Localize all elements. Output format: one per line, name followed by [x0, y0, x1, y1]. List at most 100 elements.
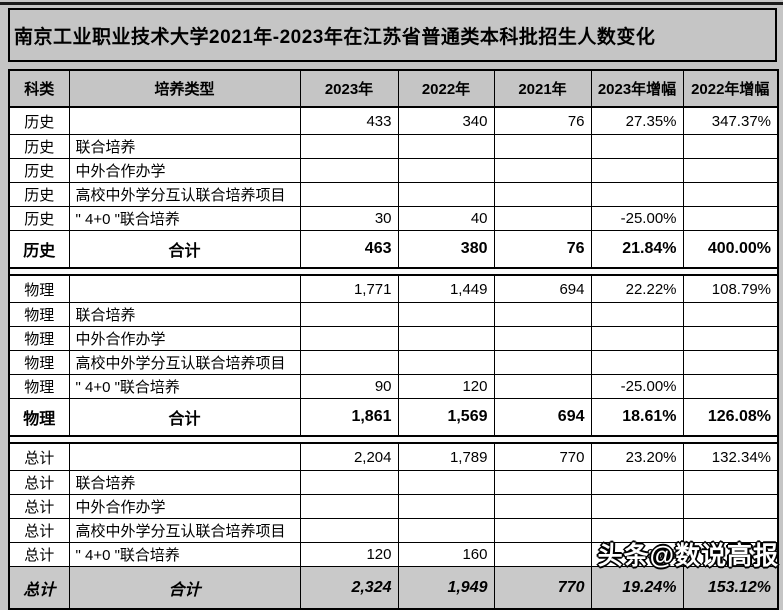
table-cell [68, 106, 301, 135]
table-row: 历史 高校中外学分互认联合培养项目 [8, 182, 779, 207]
table-cell: 2,324 [299, 566, 399, 610]
table-cell: 76 [493, 230, 592, 269]
table-cell [299, 326, 399, 351]
table-cell [397, 326, 495, 351]
table-cell: -25.00% [590, 374, 684, 399]
table-cell: 物理 [8, 302, 70, 327]
table-cell: 132.34% [682, 442, 779, 471]
table-cell: 高校中外学分互认联合培养项目 [68, 350, 301, 375]
table-cell: 23.20% [590, 442, 684, 471]
table-cell: 770 [493, 566, 592, 610]
table-cell: 合计 [68, 230, 301, 269]
separator-cell [8, 435, 779, 444]
table-cell [682, 518, 779, 543]
separator-row [8, 267, 779, 276]
table-cell [397, 494, 495, 519]
header-row: 科类 培养类型 2023年 2022年 2021年 2023年增幅 2022年增幅 [8, 69, 779, 108]
table-row: 物理 1,771 1,449 694 22.22% 108.79% [8, 274, 779, 303]
table-cell [590, 134, 684, 159]
table-cell: 1,449 [397, 274, 495, 303]
table-cell: 联合培养 [68, 302, 301, 327]
table-cell [299, 470, 399, 495]
table-cell [397, 350, 495, 375]
table-cell [299, 518, 399, 543]
table-cell: 1,861 [299, 398, 399, 437]
table-cell: 463 [299, 230, 399, 269]
table-cell: 总计 [8, 566, 70, 610]
table-cell: 总计 [8, 442, 70, 471]
table-cell [682, 350, 779, 375]
table-cell: 30 [299, 206, 399, 231]
enrollment-table: 科类 培养类型 2023年 2022年 2021年 2023年增幅 2022年增幅 历史 43… [8, 69, 779, 610]
table-cell [397, 518, 495, 543]
table-title-bar: 南京工业职业技术大学2021年-2023年在江苏省普通类本科批招生人数变化 [8, 8, 777, 62]
table-cell [682, 158, 779, 183]
table-cell: 120 [397, 374, 495, 399]
table-cell: 历史 [8, 230, 70, 269]
table-cell: 中外合作办学 [68, 158, 301, 183]
table-cell: 19.24% [590, 566, 684, 610]
table-cell: 380 [397, 230, 495, 269]
table-cell [493, 518, 592, 543]
table-cell [493, 470, 592, 495]
table-cell [590, 470, 684, 495]
table-cell: 160 [397, 542, 495, 567]
table-cell: 126.08% [682, 398, 779, 437]
table-cell: 物理 [8, 374, 70, 399]
table-cell [299, 134, 399, 159]
table-cell: 合计 [68, 566, 301, 610]
table-row: 总计 " 4+0 "联合培养 120 160 -25.00% [8, 542, 779, 567]
table-cell [493, 542, 592, 567]
table-cell: 2,204 [299, 442, 399, 471]
table-cell [299, 158, 399, 183]
table-row: 物理 中外合作办学 [8, 326, 779, 351]
column-header: 2023年增幅 [590, 69, 684, 108]
table-cell: 1,569 [397, 398, 495, 437]
table-cell [299, 494, 399, 519]
table-cell [590, 182, 684, 207]
table-cell [397, 470, 495, 495]
table-cell [397, 182, 495, 207]
column-header: 培养类型 [68, 69, 301, 108]
table-cell: 1,771 [299, 274, 399, 303]
table-cell: 历史 [8, 158, 70, 183]
table-cell: 中外合作办学 [68, 494, 301, 519]
table-cell: 76 [493, 106, 592, 135]
table-row: 总计 中外合作办学 [8, 494, 779, 519]
table-cell: 历史 [8, 182, 70, 207]
table-cell [493, 302, 592, 327]
table-cell: 高校中外学分互认联合培养项目 [68, 518, 301, 543]
table-cell: 22.22% [590, 274, 684, 303]
table-cell: " 4+0 "联合培养 [68, 374, 301, 399]
table-row: 历史 中外合作办学 [8, 158, 779, 183]
column-header: 科类 [8, 69, 70, 108]
table-cell: 联合培养 [68, 134, 301, 159]
table-cell: 总计 [8, 494, 70, 519]
table-cell: 40 [397, 206, 495, 231]
table-cell [682, 542, 779, 567]
table-cell [493, 134, 592, 159]
table-row: 总计 高校中外学分互认联合培养项目 [8, 518, 779, 543]
table-cell: " 4+0 "联合培养 [68, 206, 301, 231]
column-header: 2023年 [299, 69, 399, 108]
table-cell: 347.37% [682, 106, 779, 135]
column-header: 2022年增幅 [682, 69, 779, 108]
table-cell: 总计 [8, 542, 70, 567]
table-cell: 108.79% [682, 274, 779, 303]
table-cell [493, 158, 592, 183]
table-cell: " 4+0 "联合培养 [68, 542, 301, 567]
table-cell [493, 182, 592, 207]
table-row: 历史 联合培养 [8, 134, 779, 159]
table-cell [682, 302, 779, 327]
table-cell [590, 494, 684, 519]
table-cell [397, 158, 495, 183]
table-cell [590, 158, 684, 183]
table-cell: 18.61% [590, 398, 684, 437]
table-cell [682, 374, 779, 399]
table-cell [299, 182, 399, 207]
table-cell: 物理 [8, 326, 70, 351]
table-cell: 总计 [8, 470, 70, 495]
table-cell [68, 274, 301, 303]
table-cell [493, 374, 592, 399]
table-cell [493, 494, 592, 519]
